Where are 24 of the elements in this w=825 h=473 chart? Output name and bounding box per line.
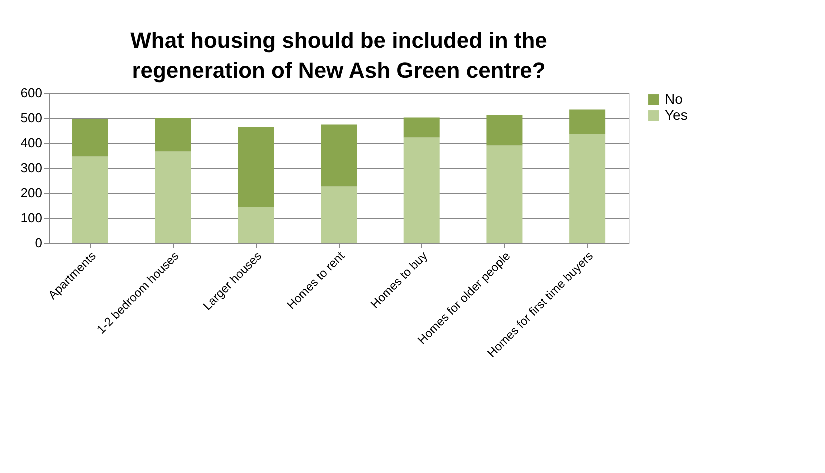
bar bbox=[321, 124, 357, 187]
legend-label: Yes bbox=[665, 107, 688, 123]
legend-label: No bbox=[665, 91, 684, 107]
bar bbox=[155, 118, 192, 152]
bar bbox=[238, 208, 274, 243]
y-tick-label: 100 bbox=[20, 210, 42, 226]
y-tick-label: 300 bbox=[20, 160, 42, 176]
y-tick-label: 200 bbox=[20, 186, 42, 200]
bar bbox=[404, 118, 440, 138]
bar bbox=[72, 156, 108, 243]
bar bbox=[570, 110, 606, 134]
bar bbox=[486, 146, 523, 243]
y-tick-label: 400 bbox=[20, 136, 42, 150]
bar bbox=[486, 115, 523, 146]
y-tick-label: 600 bbox=[20, 86, 42, 100]
y-tick-label: 0 bbox=[35, 236, 42, 250]
bar bbox=[404, 138, 440, 243]
bar bbox=[321, 186, 357, 243]
chart-title: What housing should be included in the regeneration of New Ash Green centre? bbox=[130, 28, 548, 83]
bar bbox=[155, 152, 192, 243]
bar bbox=[72, 119, 108, 157]
y-tick-label: 500 bbox=[20, 110, 42, 126]
bar bbox=[570, 134, 606, 243]
bar bbox=[238, 127, 274, 208]
